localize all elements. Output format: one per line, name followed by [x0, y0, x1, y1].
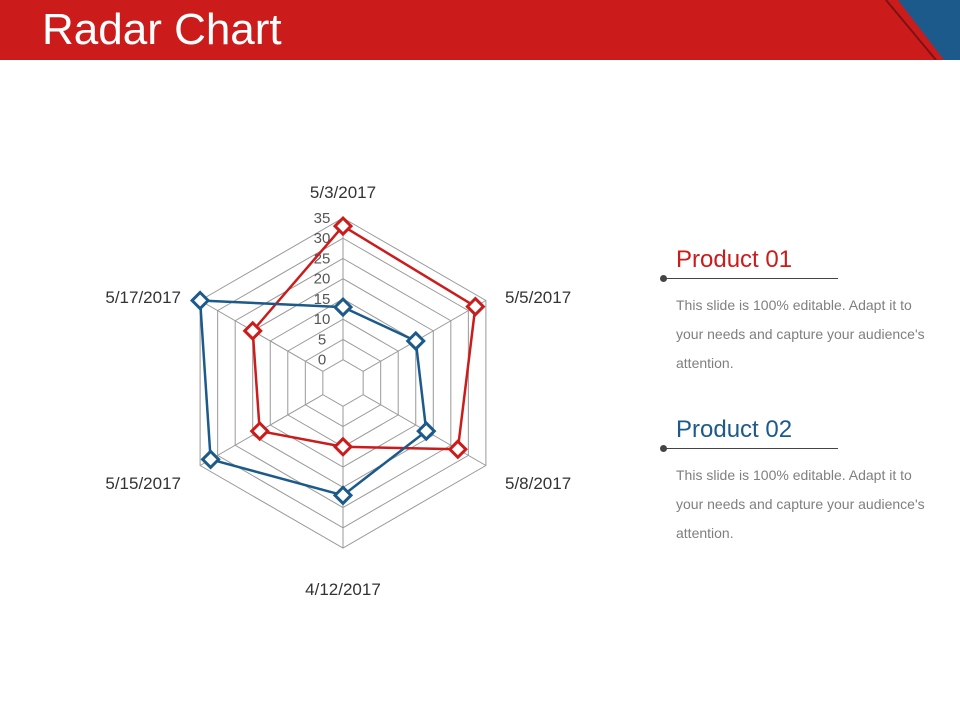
radar-category-label: 4/12/2017: [305, 580, 381, 599]
radar-point-series-1: [465, 296, 486, 317]
radar-spoke: [362, 300, 487, 372]
radar-series-line-2: [198, 299, 428, 497]
radar-point-series-2: [405, 330, 426, 352]
legend-bullet-dot: [660, 445, 667, 452]
radar-tick-label: 15: [314, 291, 331, 308]
legend-description-product-02: This slide is 100% editable. Adapt it to…: [676, 467, 925, 541]
radar-point-series-1: [447, 439, 468, 460]
radar-point-series-2: [200, 449, 221, 470]
radar-point-series-1: [242, 320, 263, 341]
corner-stripes-decoration: [885, 0, 960, 60]
radar-grid-ring: [322, 359, 364, 407]
legend-bullet-dot: [660, 275, 667, 282]
radar-tick-label: 30: [314, 230, 331, 247]
legend-divider-line: [666, 278, 838, 279]
radar-category-label: 5/17/2017: [105, 288, 181, 307]
radar-point-series-2: [332, 485, 354, 506]
radar-chart: 051015202530355/3/20175/5/20175/8/20174/…: [105, 183, 571, 599]
legend-title-product-02: Product 02: [676, 416, 793, 443]
radar-point-series-2: [416, 420, 437, 442]
radar-point-series-2: [332, 296, 354, 318]
radar-category-label: 5/15/2017: [105, 474, 181, 493]
radar-tick-label: 0: [318, 352, 326, 369]
radar-point-series-1: [332, 215, 354, 237]
radar-point-series-1: [332, 436, 354, 457]
radar-category-label: 5/5/2017: [505, 288, 571, 307]
radar-point-series-1: [249, 420, 270, 442]
title-bar: Radar Chart: [0, 0, 960, 60]
radar-spoke: [199, 300, 324, 372]
radar-category-label: 5/8/2017: [505, 474, 571, 493]
radar-tick-label: 10: [314, 311, 331, 328]
slide-title: Radar Chart: [42, 5, 282, 54]
radar-tick-label: 20: [314, 271, 331, 288]
legend-description-product-01: This slide is 100% editable. Adapt it to…: [676, 297, 925, 371]
radar-tick-label: 5: [318, 331, 326, 348]
corner-dark-line: [885, 0, 937, 60]
radar-tick-label: 35: [314, 210, 331, 227]
radar-point-series-2: [189, 290, 211, 311]
legend-divider-line: [666, 448, 838, 449]
legend-title-product-01: Product 01: [676, 246, 793, 273]
radar-category-label: 5/3/2017: [310, 183, 376, 202]
corner-blue-stripe: [898, 0, 960, 60]
